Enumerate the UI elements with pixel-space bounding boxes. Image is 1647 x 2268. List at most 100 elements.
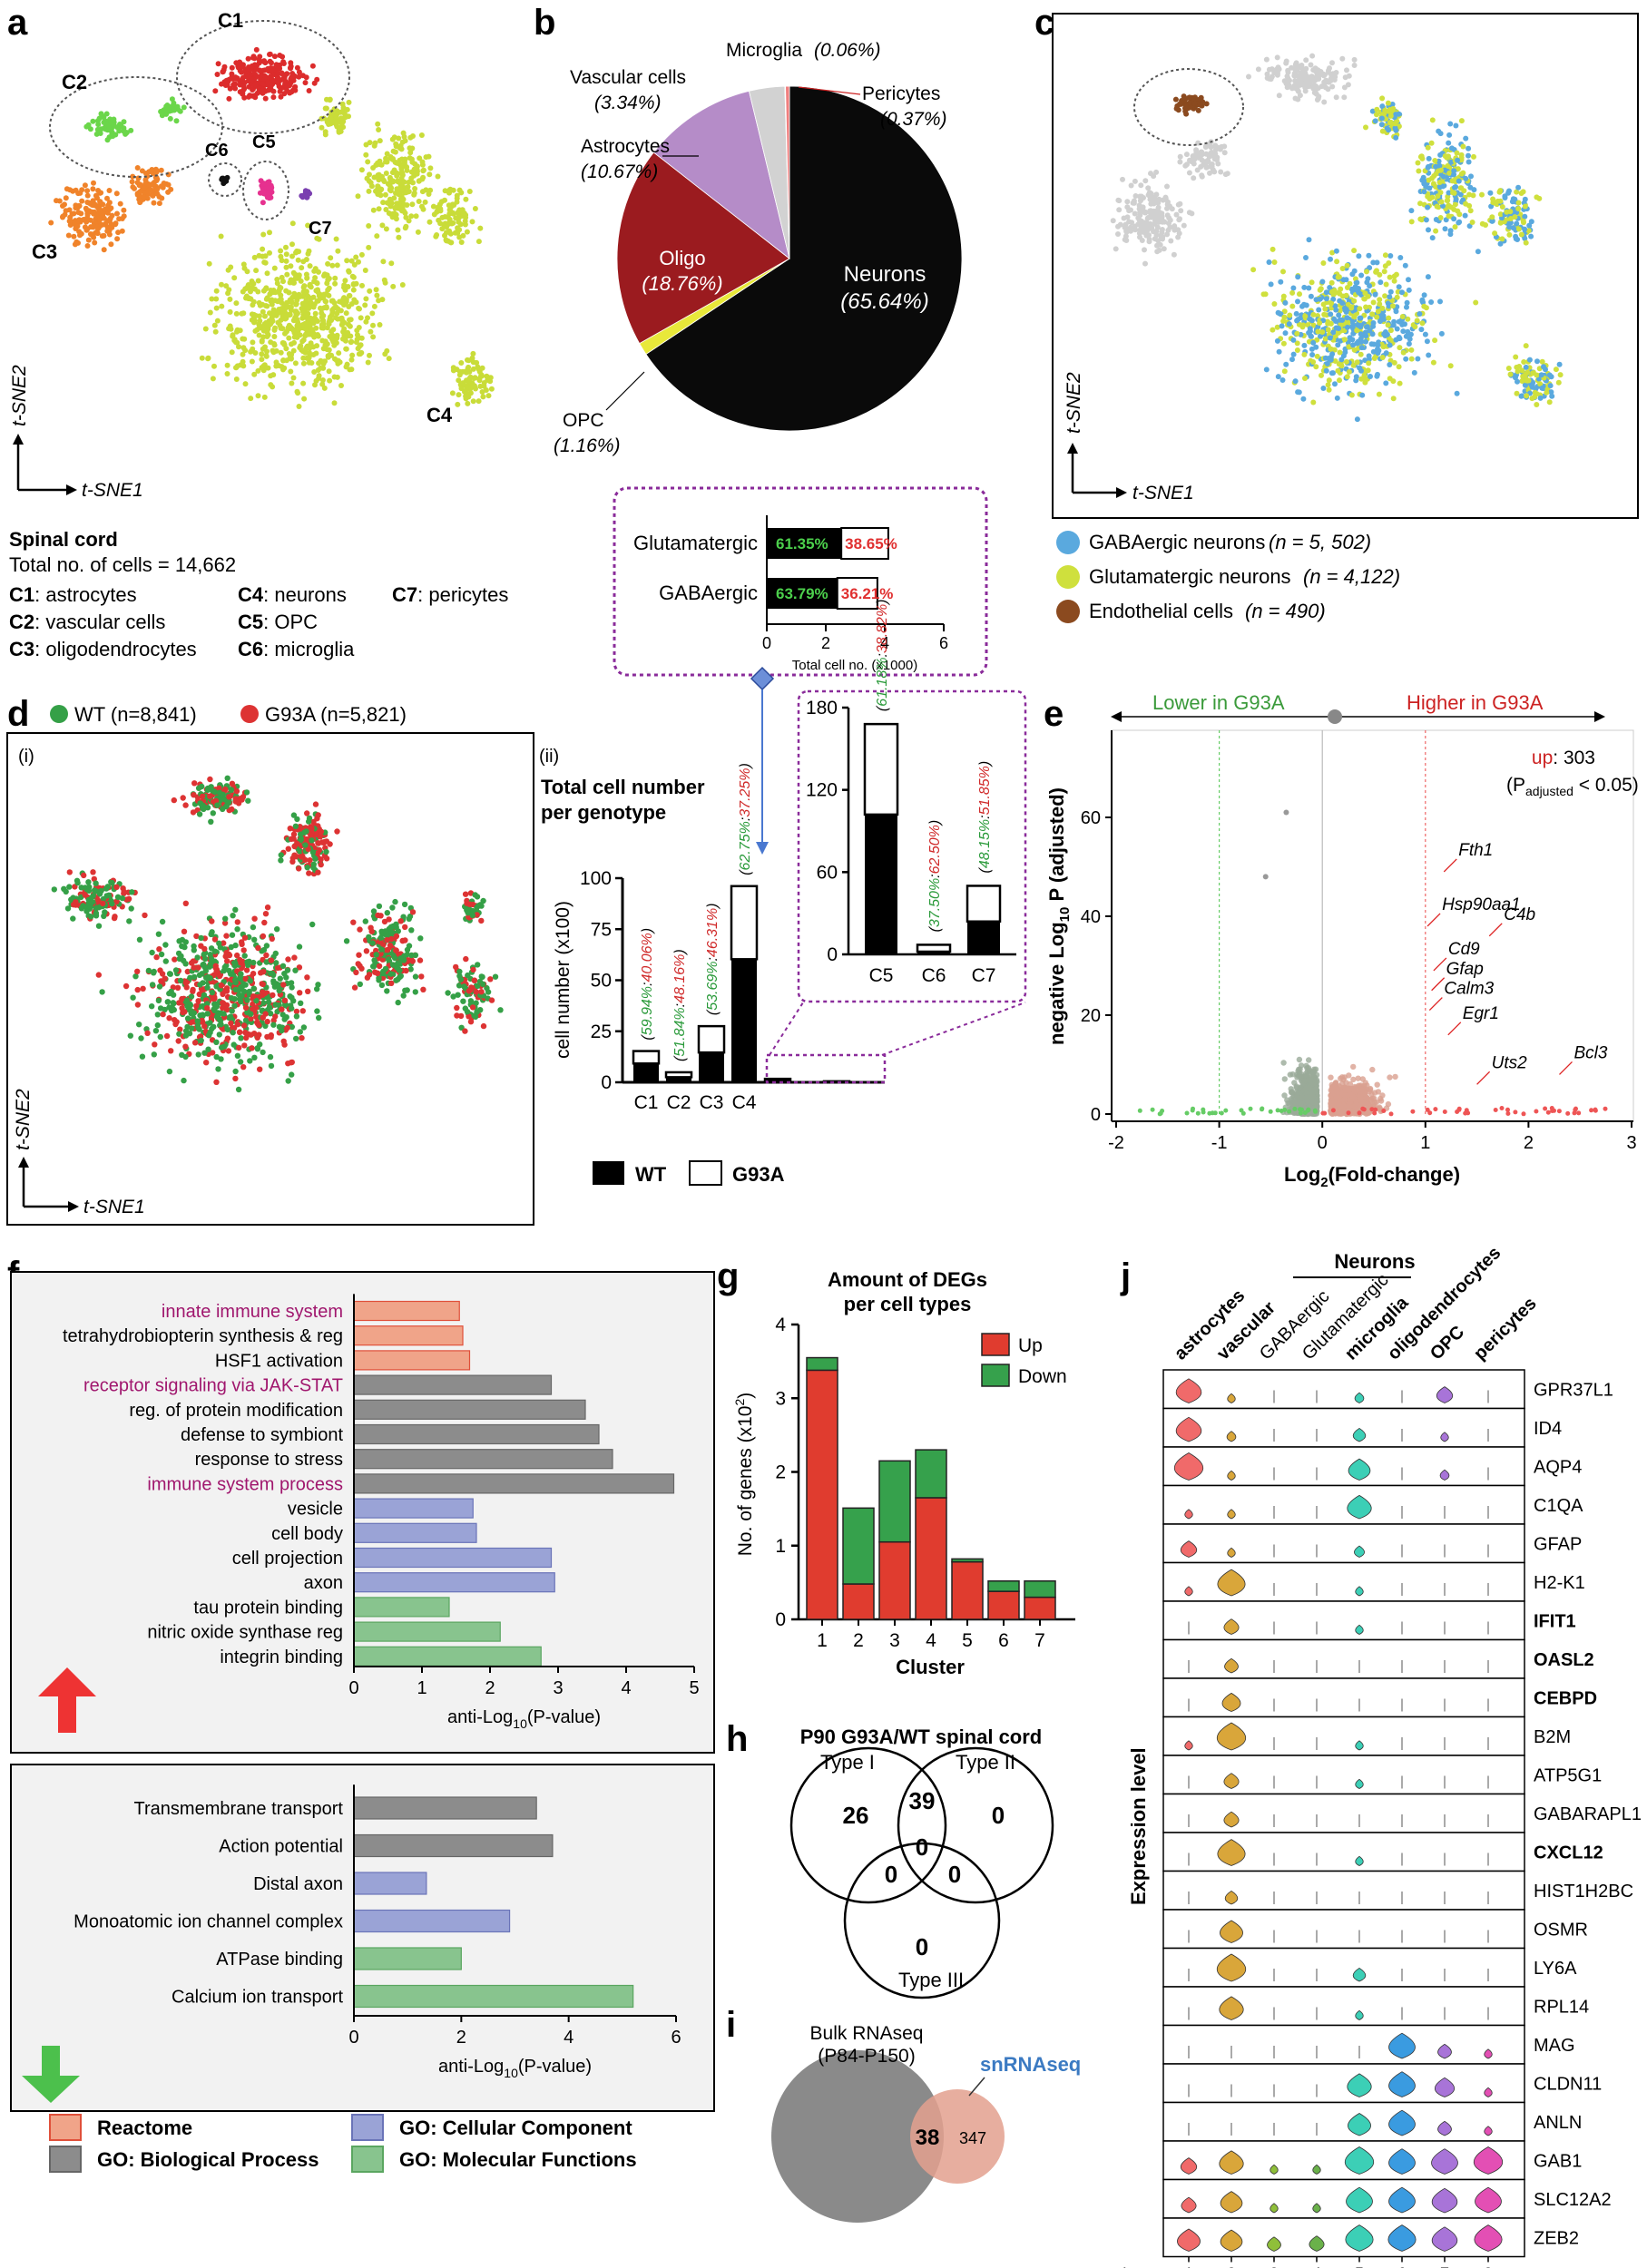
a-cell-point <box>391 167 397 173</box>
c-cell-point <box>1546 372 1553 378</box>
a-cell-point <box>321 385 328 391</box>
a-cell-point <box>270 347 276 354</box>
a-cell-point <box>282 330 288 337</box>
d-cell-point <box>284 1024 290 1031</box>
a-cell-point <box>268 373 274 379</box>
a-cell-point <box>91 223 97 230</box>
c-cell-point <box>1356 253 1362 259</box>
c-cell-point <box>1528 219 1534 225</box>
d-cell-point <box>195 1024 201 1031</box>
d-cell-point <box>194 954 201 961</box>
d-cell-point <box>114 894 122 901</box>
a-cell-point <box>78 230 84 237</box>
c-cell-point <box>1270 246 1276 252</box>
d-cell-point <box>213 968 220 975</box>
c-cell-point <box>1332 381 1338 387</box>
a-cell-point <box>250 54 256 61</box>
c-cell-point <box>1322 336 1328 342</box>
d-cell-point <box>247 1058 253 1064</box>
c-cell-point <box>1514 220 1520 227</box>
d-cell-point <box>145 967 152 974</box>
d-cell-point <box>260 1049 266 1056</box>
c-cell-point <box>1185 105 1191 112</box>
d-cell-point <box>164 999 172 1005</box>
d-cell-point <box>309 849 317 855</box>
d-cell-point <box>177 1026 183 1032</box>
c-cell-point <box>1354 416 1360 423</box>
d-cell-point <box>248 1031 254 1038</box>
d-cell-point <box>81 872 87 879</box>
c-cell-point <box>1143 230 1150 237</box>
a-cell-point <box>379 222 386 229</box>
a-cell-point <box>76 217 83 223</box>
c-cell-point <box>1358 336 1364 342</box>
a-cell-point <box>387 203 394 210</box>
d-cell-point <box>465 972 471 979</box>
c-cell-point <box>1376 391 1382 397</box>
c-cell-point <box>1421 189 1427 195</box>
c-cell-point <box>1385 100 1391 106</box>
a-cell-point <box>260 327 267 334</box>
a-cell-point <box>377 138 383 144</box>
c-cell-point <box>1294 347 1300 353</box>
c-cell-point <box>1524 369 1531 376</box>
d-cell-point <box>229 1008 235 1014</box>
c-tsne-scatter <box>1110 53 1564 423</box>
c-cell-point <box>1303 302 1309 308</box>
d-cell-point <box>297 1029 303 1035</box>
c-cell-point <box>1549 393 1555 399</box>
c-cell-point <box>1436 180 1443 185</box>
c-cell-point <box>1212 146 1219 152</box>
a-cell-point <box>246 83 252 90</box>
c-cell-point <box>1430 359 1436 366</box>
a-cell-point <box>296 272 302 279</box>
a-cell-point <box>434 208 440 214</box>
d-cell-point <box>290 831 298 837</box>
c-cell-point <box>1419 297 1426 303</box>
d-cell-point <box>479 973 485 981</box>
a-cell-point <box>299 308 306 315</box>
c-cell-point <box>1515 368 1521 375</box>
a-cell-point <box>283 288 289 294</box>
a-cell-point <box>90 186 96 192</box>
c-cell-point <box>1455 166 1461 172</box>
d-cell-point <box>157 1033 163 1041</box>
a-cell-point <box>223 176 229 182</box>
a-cell-point <box>260 246 266 252</box>
c-cell-point <box>1523 364 1529 370</box>
a-cell-point <box>137 181 143 188</box>
c-cell-point <box>1325 320 1331 327</box>
c-cell-point <box>1120 176 1125 182</box>
c-cell-point <box>1407 331 1414 337</box>
c-cell-point <box>1328 346 1334 352</box>
c-cell-point <box>1445 163 1451 169</box>
a-cell-point <box>311 268 318 274</box>
d-cell-point <box>279 1006 285 1012</box>
a-cell-point <box>199 355 205 361</box>
d-cell-point <box>397 955 404 962</box>
c-cell-point <box>1362 329 1368 336</box>
c-cell-point <box>1546 399 1553 406</box>
d-cell-point <box>289 984 295 991</box>
c-cell-point <box>1375 346 1380 352</box>
a-cell-point <box>264 334 270 339</box>
a-cell-point <box>90 118 96 124</box>
a-cell-point <box>322 272 328 279</box>
d-cell-point <box>312 801 319 807</box>
a-cell-point <box>141 185 147 191</box>
c-cell-point <box>1451 206 1457 212</box>
c-cell-point <box>1323 289 1329 296</box>
a-cell-point <box>415 229 421 235</box>
c-cell-point <box>1361 296 1368 302</box>
d-cell-point <box>173 1019 180 1025</box>
a-axis-x-label: t-SNE1 <box>82 480 143 501</box>
c-cell-point <box>1183 111 1190 117</box>
c-cell-point <box>1348 286 1355 292</box>
d-cell-point <box>251 915 258 922</box>
c-cell-point <box>1190 155 1196 161</box>
a-cell-point <box>267 230 272 236</box>
a-cell-point <box>211 322 218 328</box>
c-cell-point <box>1513 375 1518 381</box>
d-cell-point <box>257 1066 263 1072</box>
